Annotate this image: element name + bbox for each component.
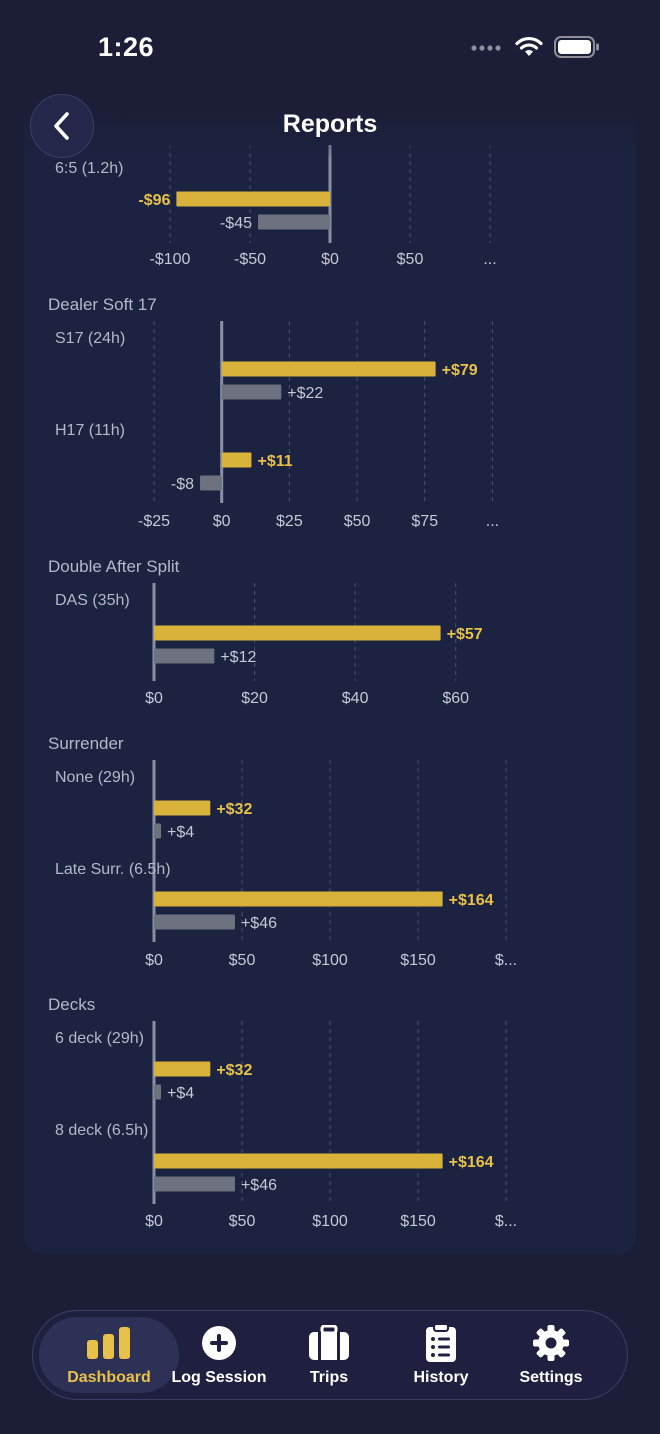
- bar-value-label: +$12: [220, 649, 256, 666]
- tab-bar: Dashboard Log Session Trips: [32, 1310, 628, 1400]
- reports-charts: -$100 -$50 $0 $50 ... 6:5 (1.2h) -$96 -$45 -$25 $…: [48, 145, 517, 1230]
- bar-secondary: [154, 823, 162, 839]
- tab-history[interactable]: History: [371, 1317, 511, 1393]
- signal-icon: [471, 45, 501, 51]
- status-bar: 1:26: [0, 0, 660, 96]
- tab-dashboard-label: Dashboard: [67, 1369, 151, 1386]
- chart-tick-label: $50: [344, 513, 371, 530]
- chart-tick-label: $40: [342, 690, 369, 707]
- chart-tick-label: $0: [321, 251, 339, 268]
- bar-value-label: +$164: [449, 892, 494, 909]
- bar-value-label: +$46: [241, 1177, 277, 1194]
- chart-category-label: S17 (24h): [55, 330, 125, 347]
- chart-title: Double After Split: [48, 557, 180, 576]
- chart-tick-label: -$25: [138, 513, 170, 530]
- bar-value-label: +$32: [216, 801, 252, 818]
- clipboard-list-icon: [426, 1323, 456, 1362]
- bar-value-label: +$46: [241, 915, 277, 932]
- tab-trips-label: Trips: [309, 1369, 349, 1386]
- chart-tick-label: $0: [145, 952, 163, 969]
- chart-category-label: 6:5 (1.2h): [55, 160, 123, 177]
- bar-secondary: [154, 1084, 162, 1100]
- chevron-left-icon: [54, 112, 69, 140]
- chart-category-label: 6 deck (29h): [55, 1030, 144, 1047]
- bar-primary: [154, 891, 443, 907]
- battery-icon: [554, 36, 599, 58]
- chart-tick-label: -$50: [234, 251, 266, 268]
- bar-value-label: +$164: [449, 1154, 494, 1171]
- tab-settings-label: Settings: [519, 1369, 583, 1386]
- chart-tick-label: $100: [312, 952, 348, 969]
- bar-value-label: +$11: [257, 453, 292, 470]
- bar-value-label: +$4: [167, 824, 194, 841]
- page-title: Reports: [282, 110, 378, 138]
- chart-category-label: 8 deck (6.5h): [55, 1122, 148, 1139]
- chart-category-label: None (29h): [55, 769, 135, 786]
- bar-value-label: -$8: [171, 476, 194, 493]
- chart-tick-label: $0: [145, 690, 163, 707]
- chart-tick-label: $50: [229, 952, 256, 969]
- chart-tick-label: $0: [145, 1213, 163, 1230]
- bar-chart-icon: [87, 1327, 130, 1359]
- plus-circle-icon: [202, 1326, 236, 1360]
- tab-settings[interactable]: Settings: [481, 1317, 621, 1393]
- bar-primary: [154, 1153, 443, 1169]
- bar-value-label: +$32: [216, 1062, 252, 1079]
- gear-icon: [533, 1325, 569, 1361]
- chart-tick-label: $100: [312, 1213, 348, 1230]
- chart-tick-label: $75: [411, 513, 438, 530]
- wifi-icon: [515, 36, 543, 56]
- bar-primary: [221, 452, 252, 468]
- chart-tick-label: $25: [276, 513, 303, 530]
- bar-value-label: +$57: [447, 626, 483, 643]
- bar-value-label: -$96: [138, 192, 170, 209]
- chart-category-label: Late Surr. (6.5h): [55, 861, 171, 878]
- chart-category-label: H17 (11h): [55, 422, 125, 439]
- chart-tick-label: $60: [442, 690, 469, 707]
- chart-tick-label: $150: [400, 952, 436, 969]
- chart-tick-label: -$100: [150, 251, 191, 268]
- tab-history-label: History: [413, 1369, 469, 1386]
- tab-log-session[interactable]: Log Session: [149, 1317, 289, 1393]
- bar-secondary: [200, 475, 222, 491]
- chart-tick-label: $...: [495, 952, 517, 969]
- status-time: 1:26: [98, 32, 155, 62]
- chart-tick-label: $20: [241, 690, 268, 707]
- suitcase-icon: [309, 1325, 349, 1360]
- chart-tick-label: $...: [495, 1213, 517, 1230]
- bar-secondary: [154, 914, 235, 930]
- back-button[interactable]: [30, 94, 94, 158]
- chart-tick-label: ...: [483, 251, 496, 268]
- tab-trips[interactable]: Trips: [259, 1317, 399, 1393]
- bar-primary: [221, 361, 436, 377]
- chart-title: Dealer Soft 17: [48, 295, 157, 314]
- bar-secondary: [154, 648, 215, 664]
- bar-value-label: +$79: [442, 362, 478, 379]
- chart-tick-label: $50: [229, 1213, 256, 1230]
- bar-secondary: [258, 214, 330, 230]
- chart-category-label: DAS (35h): [55, 592, 130, 609]
- chart-tick-label: ...: [486, 513, 499, 530]
- bar-secondary: [154, 1176, 235, 1192]
- bar-secondary: [221, 384, 282, 400]
- chart-title: Surrender: [48, 734, 124, 753]
- bar-value-label: +$22: [287, 385, 323, 402]
- chart-title: Decks: [48, 995, 95, 1014]
- chart-tick-label: $0: [213, 513, 231, 530]
- tab-dashboard[interactable]: Dashboard: [39, 1317, 179, 1393]
- bar-primary: [176, 191, 330, 207]
- bar-primary: [154, 800, 211, 816]
- bar-primary: [154, 625, 441, 641]
- tab-log-session-label: Log Session: [171, 1369, 267, 1386]
- bar-value-label: -$45: [220, 215, 252, 232]
- bar-primary: [154, 1061, 211, 1077]
- status-icons: [470, 36, 600, 58]
- chart-tick-label: $150: [400, 1213, 436, 1230]
- chart-tick-label: $50: [397, 251, 424, 268]
- bar-value-label: +$4: [167, 1085, 194, 1102]
